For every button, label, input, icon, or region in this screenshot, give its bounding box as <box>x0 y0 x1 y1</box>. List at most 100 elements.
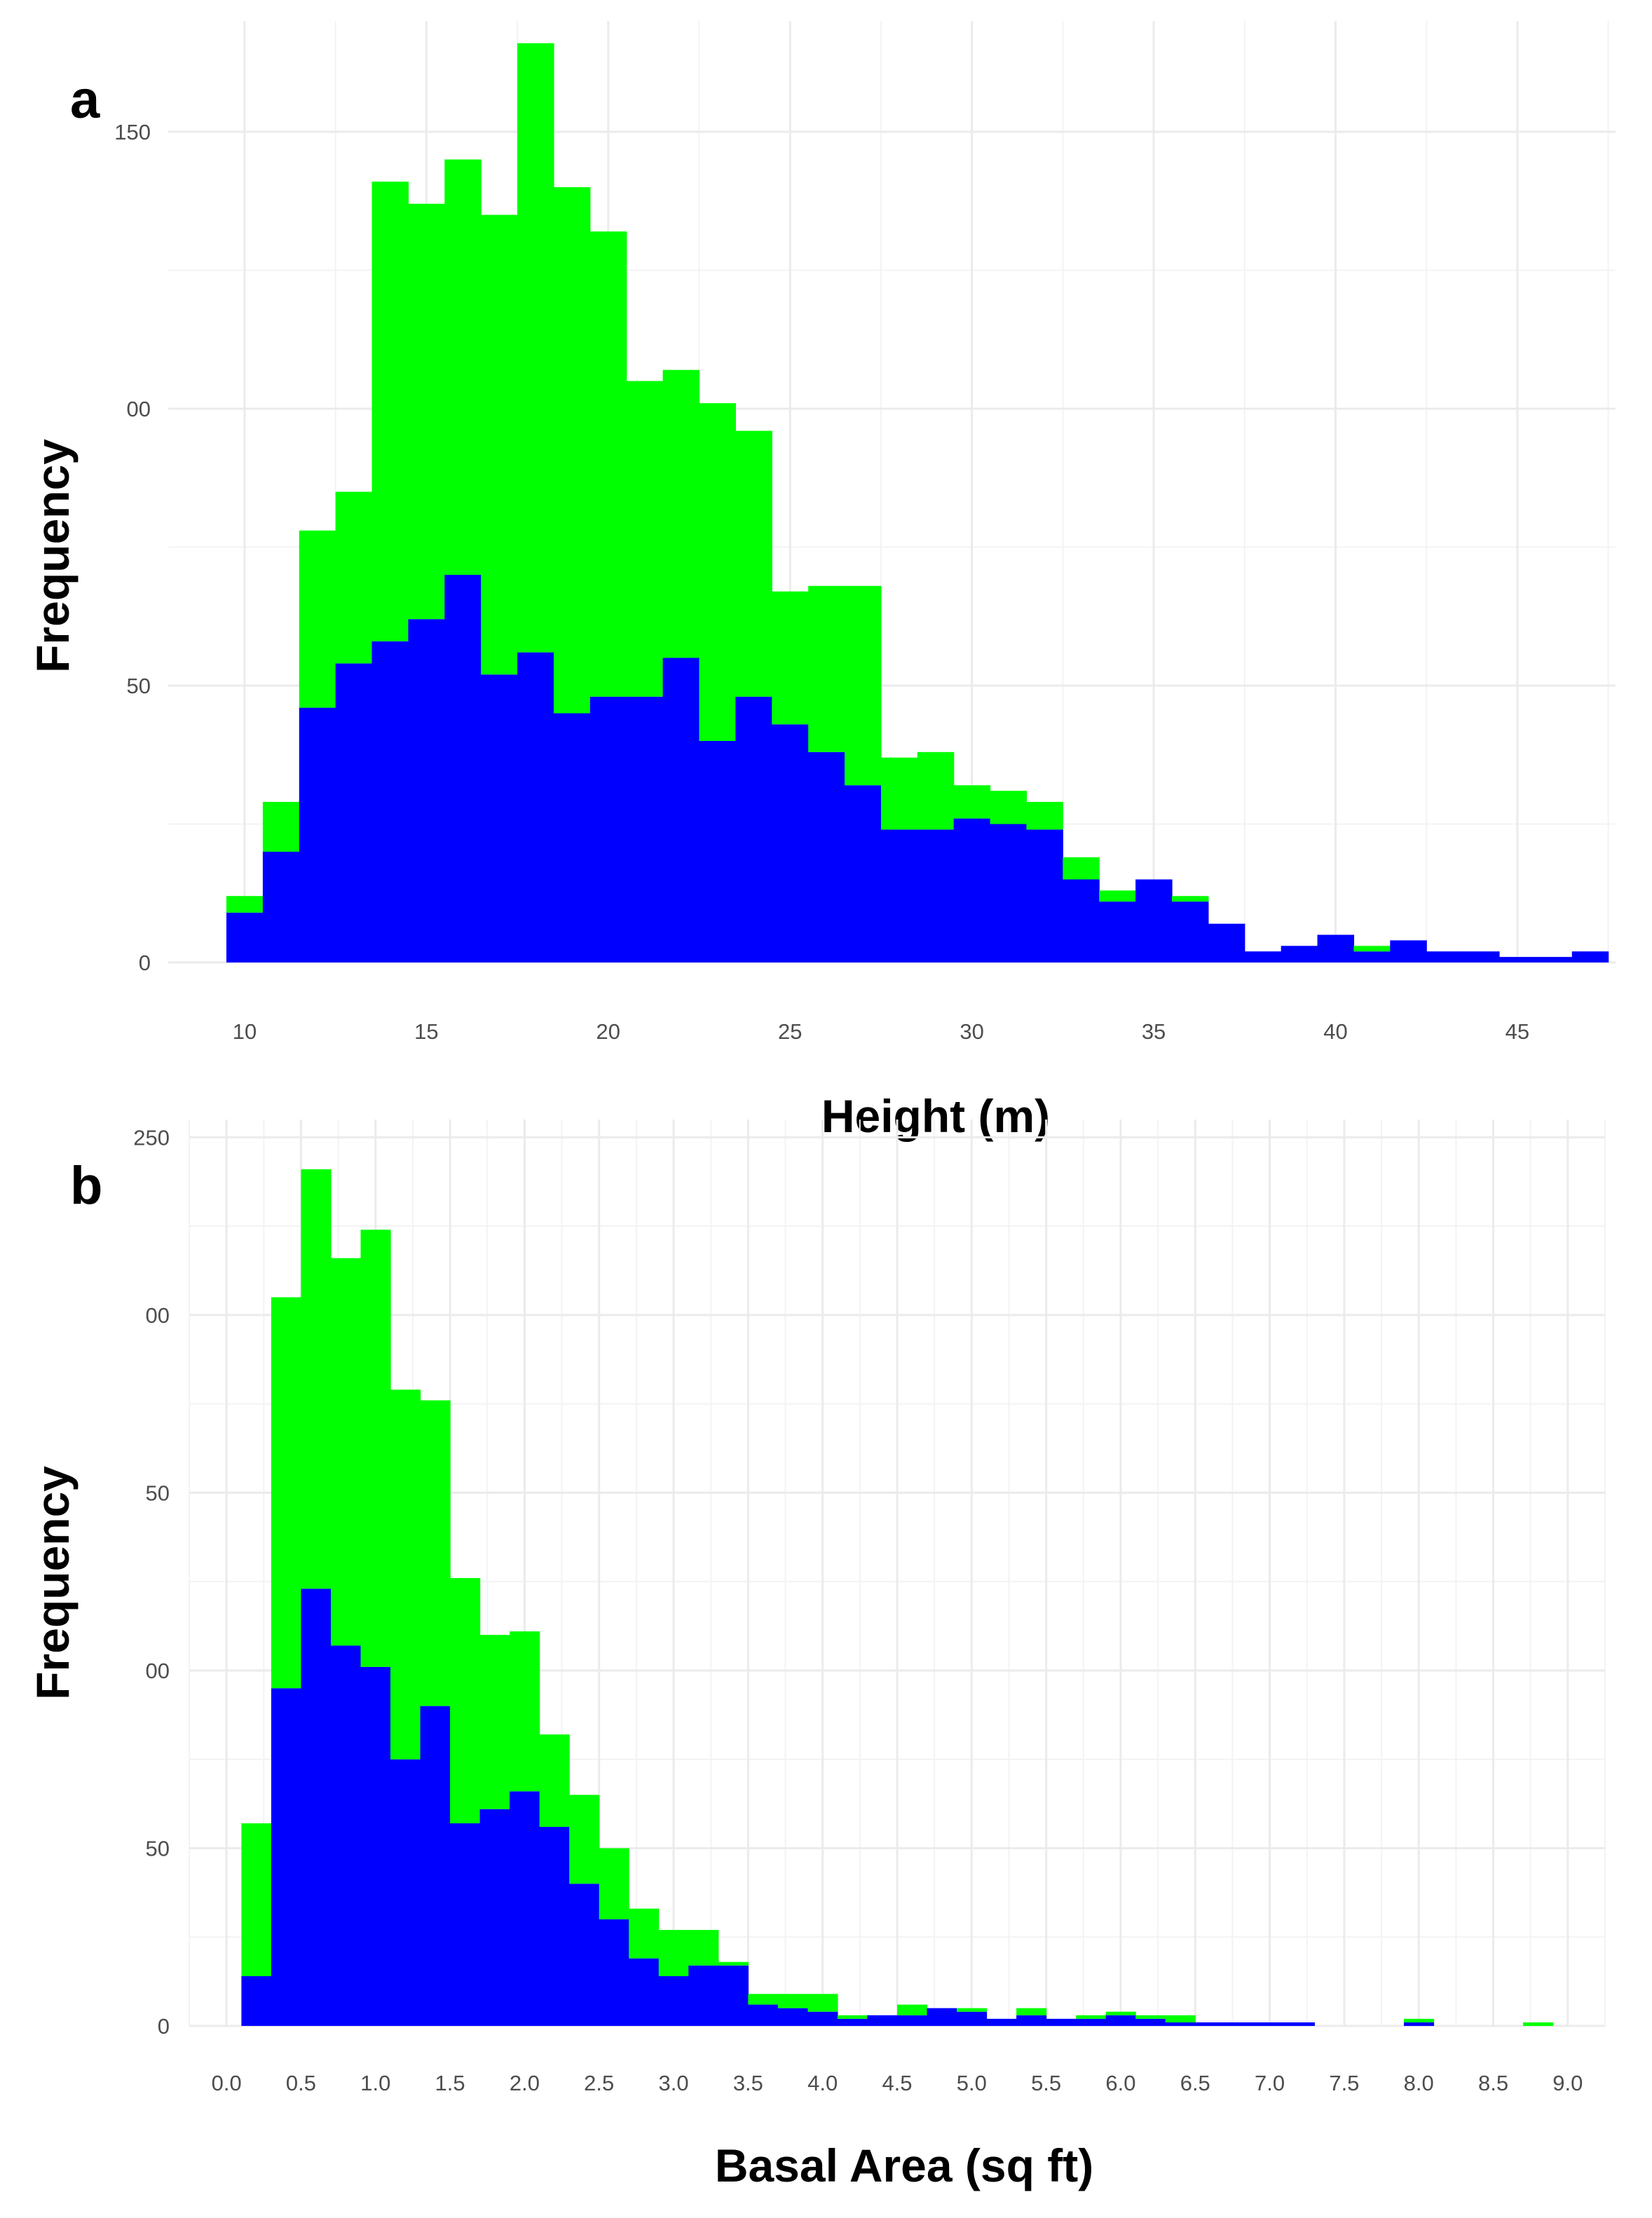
panel-b-bar-blue <box>957 2011 988 2026</box>
panel-b-bar-green <box>1523 2022 1554 2026</box>
panel-a-bar-green <box>772 591 809 725</box>
panel-b-bar-blue <box>271 1688 302 2026</box>
panel-b-bar-blue <box>331 1645 362 2026</box>
panel-b-bar-green <box>539 1734 570 1828</box>
panel-a-bar-green <box>481 215 518 675</box>
panel-a-bar-blue <box>517 652 554 962</box>
panel-b-bar-blue <box>420 1706 451 2026</box>
panel-a-histogram: 10 15 20 25 30 35 40 45 0 50 00 150 a Height (m) F… <box>27 21 1616 1142</box>
panel-b-bar-blue <box>927 2008 957 2026</box>
panel-a-bar-blue <box>553 713 591 962</box>
panel-b-bar-green <box>301 1169 332 1589</box>
panel-a-x-axis-title: Height (m) <box>821 1090 1050 1142</box>
panel-a-bar-green <box>1026 801 1063 830</box>
panel-b-x-tick-label: 8.0 <box>1404 2071 1434 2095</box>
panel-a-y-tick-labels: 0 50 00 150 <box>114 120 151 975</box>
panel-a-bar-blue <box>1463 951 1500 962</box>
panel-a-bar-blue <box>262 852 300 962</box>
panel-a-bar-blue <box>299 707 336 962</box>
panel-b-bar-green <box>569 1795 600 1884</box>
panel-b-y-tick-label: 50 <box>146 1836 170 1860</box>
panel-b-bar-blue <box>241 1976 272 2026</box>
panel-a-bar-blue <box>1353 951 1391 962</box>
panel-b-bar-blue <box>510 1791 540 2026</box>
panel-b-bar-blue <box>301 1588 332 2026</box>
panel-b-bar-green <box>837 2015 868 2019</box>
panel-a-bar-blue <box>1026 829 1063 962</box>
panel-a-x-tick-label: 20 <box>596 1019 620 1044</box>
panel-b-bar-green <box>1165 2015 1196 2022</box>
panel-b-bar-green <box>271 1297 302 1689</box>
panel-b-x-tick-label: 3.0 <box>658 2071 688 2095</box>
panel-b-bar-blue <box>867 2015 898 2026</box>
panel-b-bar-green <box>1076 2015 1107 2019</box>
panel-a-x-tick-label: 45 <box>1506 1019 1529 1044</box>
panel-b-x-tick-label: 1.5 <box>435 2071 465 2095</box>
panel-b-bar-green <box>479 1635 510 1809</box>
panel-a-bar-green <box>880 757 918 830</box>
panel-a-bar-blue <box>1244 951 1282 962</box>
panel-b-bar-green <box>390 1389 421 1760</box>
panel-a-x-tick-labels: 10 15 20 25 30 35 40 45 <box>233 1019 1529 1044</box>
panel-b-bar-green <box>718 1961 749 1966</box>
panel-a-bar-blue <box>1390 940 1427 962</box>
panel-a-bar-blue <box>662 658 700 962</box>
panel-b-bar-green <box>1135 2015 1166 2019</box>
panel-b-bar-blue <box>837 2018 868 2026</box>
panel-b-bar-green <box>360 1230 391 1667</box>
panel-a-bar-blue <box>1499 957 1536 962</box>
panel-a-bar-blue <box>226 912 264 962</box>
panel-b-y-tick-label: 00 <box>146 1303 170 1328</box>
panel-b-bar-green <box>510 1631 540 1792</box>
panel-a-bar-green <box>699 403 736 741</box>
panel-a-bar-blue <box>626 696 664 962</box>
panel-a-bar-blue <box>589 696 627 962</box>
panel-b-bar-blue <box>1195 2022 1226 2026</box>
panel-a-bar-green <box>589 231 627 697</box>
panel-a-bar-green <box>335 491 373 664</box>
panel-b-bar-green <box>241 1823 272 1977</box>
panel-b-bar-blue <box>599 1919 629 2026</box>
panel-b-bar-green <box>331 1258 362 1646</box>
panel-a-bar-green <box>371 182 409 641</box>
panel-b-bar-blue <box>450 1823 481 2026</box>
panel-b-bar-blue <box>1255 2022 1285 2026</box>
panel-b-bar-blue <box>539 1827 570 2026</box>
panel-a-bar-green <box>662 369 700 658</box>
panel-b-bar-green <box>897 2004 928 2015</box>
panel-a-bar-blue <box>481 674 518 962</box>
panel-a-bar-blue <box>444 575 482 962</box>
panel-a-bar-blue <box>1208 923 1245 962</box>
panel-a-bar-blue <box>1426 951 1463 962</box>
panel-a-bar-green <box>1353 946 1391 952</box>
panel-b-x-tick-label: 6.0 <box>1105 2071 1135 2095</box>
panel-b-y-tick-labels: 0 50 00 50 00 250 <box>133 1125 170 2039</box>
panel-a-x-tick-label: 35 <box>1142 1019 1166 1044</box>
panel-a-label: a <box>70 70 100 130</box>
panel-a-bar-green <box>408 203 445 620</box>
panel-b-bar-green <box>777 1994 809 2008</box>
panel-a-bar-blue <box>917 829 955 962</box>
panel-a-y-tick-label: 50 <box>127 674 151 698</box>
panel-a-bar-blue <box>1535 957 1573 962</box>
panel-a-bar-blue <box>880 829 918 962</box>
panel-b-y-tick-label: 0 <box>158 2014 170 2039</box>
panel-a-bars <box>226 43 1609 962</box>
panel-b-bar-green <box>957 2008 988 2012</box>
panel-a-x-tick-label: 10 <box>233 1019 257 1044</box>
panel-b-bar-blue <box>360 1666 391 2026</box>
panel-b-x-tick-label: 7.5 <box>1329 2071 1359 2095</box>
panel-b-x-tick-label: 2.0 <box>510 2071 540 2095</box>
panel-b-bar-green <box>748 1994 779 2005</box>
panel-b-bar-blue <box>748 2004 779 2026</box>
panel-b-x-tick-label: 7.0 <box>1255 2071 1285 2095</box>
panel-a-x-tick-label: 30 <box>960 1019 983 1044</box>
panel-b-bar-green <box>807 1994 838 2012</box>
panel-b-bar-blue <box>479 1809 510 2026</box>
panel-a-x-tick-label: 25 <box>778 1019 802 1044</box>
panel-a-bar-blue <box>735 696 772 962</box>
panel-a-x-tick-label: 15 <box>414 1019 438 1044</box>
panel-b-y-tick-label: 250 <box>133 1125 170 1150</box>
panel-a-bar-green <box>262 801 300 852</box>
